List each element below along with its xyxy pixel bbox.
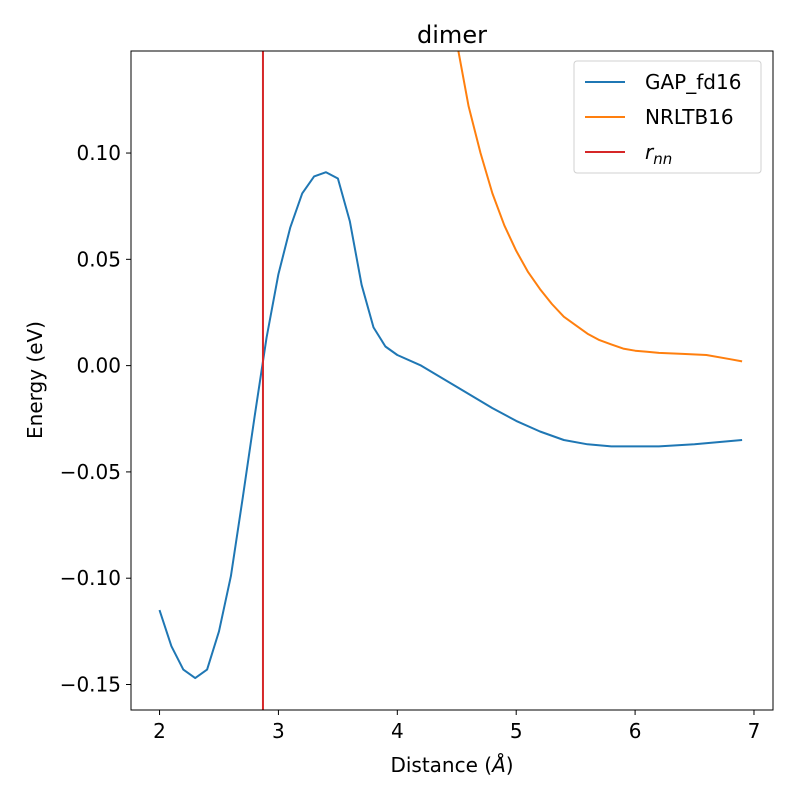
legend-label: GAP_fd16 (645, 70, 741, 94)
series-line-gap_fd16 (158, 171, 743, 680)
y-tick-label: 0.05 (76, 247, 121, 271)
legend-box (573, 60, 762, 174)
y-axis-title: Energy (eV) (23, 321, 47, 439)
x-tick-label: 2 (153, 719, 166, 743)
series-layer (158, 51, 743, 680)
legend: GAP_fd16 NRLTB16 rnn (573, 60, 762, 174)
x-tick-label: 4 (391, 719, 404, 743)
y-tick-label: 0.00 (76, 354, 121, 378)
x-axis-title-suffix: ) (506, 753, 514, 777)
y-tick-label: −0.05 (60, 460, 121, 484)
x-tick-label: 7 (748, 719, 761, 743)
y-tick-label: −0.10 (60, 566, 121, 590)
legend-label: NRLTB16 (645, 105, 734, 129)
series-line-nrltb16 (457, 51, 743, 363)
y-axis: 0.10 0.05 0.00 −0.05 −0.10 −0.15 (60, 141, 131, 696)
x-tick-label: 5 (510, 719, 523, 743)
chart-title: dimer (417, 21, 487, 49)
x-tick-label: 6 (629, 719, 642, 743)
y-tick-label: 0.10 (76, 141, 121, 165)
x-axis: 2 3 4 5 6 7 (153, 710, 760, 743)
x-axis-title: Distance (Å) (390, 753, 513, 777)
x-axis-title-text: Distance ( (390, 753, 492, 777)
y-tick-label: −0.15 (60, 672, 121, 696)
x-axis-title-symbol: Å (490, 753, 506, 777)
plot-frame (130, 50, 774, 711)
x-tick-label: 3 (272, 719, 285, 743)
legend-label: rnn (645, 140, 672, 168)
